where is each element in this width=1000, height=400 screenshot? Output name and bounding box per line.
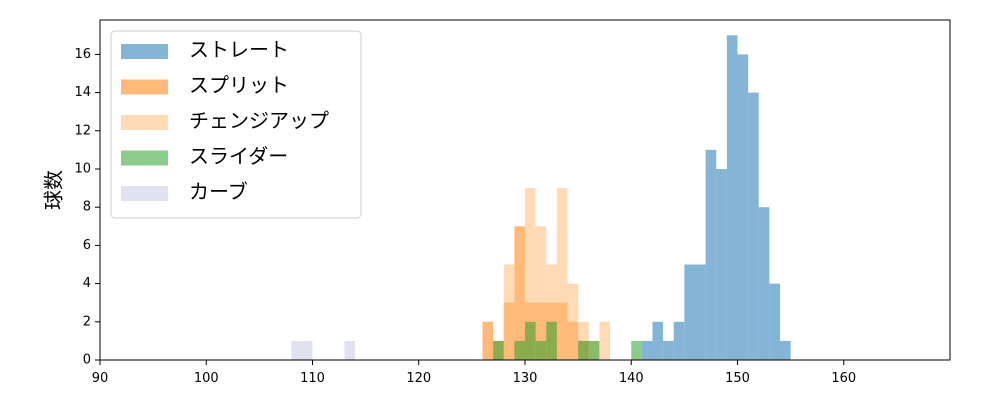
legend-swatch [121,115,168,130]
histogram-bar [652,321,664,360]
histogram-bar [535,226,547,360]
y-tick-label: 8 [83,200,91,215]
histogram-bar [641,340,653,360]
x-tick-label: 110 [300,371,325,386]
histogram-bar [514,264,525,360]
series-4-bars [291,340,355,360]
histogram-bar [769,283,780,360]
legend-swatch [121,150,168,166]
y-tick-label: 14 [74,85,91,100]
y-tick-label: 12 [74,123,91,138]
histogram-bar [631,340,642,360]
x-tick-label: 90 [92,371,109,386]
histogram-bar [503,264,515,360]
y-tick-label: 16 [74,47,91,62]
legend-box [110,30,362,219]
histogram-bar [344,340,355,360]
histogram-bar [673,321,685,360]
legend-swatch [121,186,168,201]
legend-swatch [121,79,168,95]
histogram-bar [556,188,568,360]
y-tick-label: 4 [83,276,91,291]
y-axis-title: 球数 [42,170,66,210]
legend-label: チェンジアップ [189,109,329,133]
y-axis: 0 2 4 6 8 10 12 14 16 [74,47,100,368]
x-tick-label: 140 [619,371,644,386]
histogram-bar [684,264,695,360]
x-axis: 90 100 110 120 130 140 150 160 [92,360,856,386]
histogram-bar [493,340,504,360]
series-0-bars [641,35,791,361]
histogram-bar [758,207,770,360]
histogram-bar [525,188,536,360]
histogram-bar [535,340,547,360]
histogram-bar [737,54,749,361]
histogram-bar [695,264,706,360]
legend-label: カーブ [189,180,248,204]
histogram-bar [716,168,727,360]
histogram-bar [514,340,525,360]
x-tick-label: 130 [513,371,538,386]
y-tick-label: 10 [74,161,91,176]
y-tick-label: 2 [83,314,91,329]
legend-label: スプリット [189,73,289,97]
histogram-bar [578,340,589,360]
histogram-bar [726,35,738,361]
x-tick-label: 120 [406,371,431,386]
x-tick-label: 150 [725,371,750,386]
histogram-bar [546,264,557,360]
histogram-bar [663,340,674,360]
histogram-bar [291,340,302,360]
histogram-bar [780,340,791,360]
histogram-bar [546,321,557,360]
bars-layer [291,35,791,361]
histogram-bar [482,321,494,360]
x-tick-label: 100 [194,371,219,386]
histogram-bar [588,340,600,360]
series-3-bars [493,321,642,360]
histogram-bar [567,283,579,360]
y-tick-label: 0 [83,353,91,368]
x-tick-label: 160 [831,371,856,386]
legend-label: ストレート [189,38,289,62]
histogram-bar [301,340,313,360]
legend-label: スライダー [189,144,288,168]
legend-swatch [121,44,168,59]
histogram-bar [705,149,717,360]
histogram-bar [599,321,610,360]
y-tick-label: 6 [83,238,91,253]
histogram-bar [748,92,759,361]
histogram-bar [525,321,536,360]
